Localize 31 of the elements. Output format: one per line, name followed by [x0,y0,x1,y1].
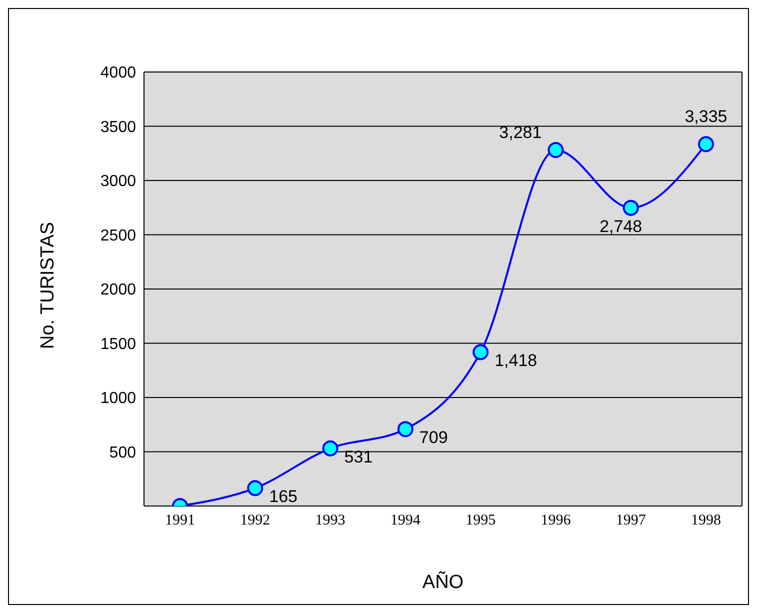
y-tick-label: 3000 [100,173,136,190]
y-tick-label: 2000 [100,282,136,299]
data-label: 165 [269,487,298,506]
y-tick-label: 500 [109,444,136,462]
x-tick-label: 1993 [315,512,346,529]
x-tick-label: 1996 [540,512,572,529]
x-tick-label: 1998 [691,512,721,529]
y-tick-label: 1000 [100,390,136,408]
x-tick-label: 1994 [390,512,421,529]
point [698,136,714,152]
y-axis-title: No. TURISTAS [38,222,59,349]
point [322,440,338,456]
y-tick-label: 2500 [100,227,136,244]
x-tick-label: 1997 [616,512,646,529]
x-axis-title: AÑO [422,571,464,593]
data-label: 2,748 [600,216,642,236]
x-tick-label: 1991 [165,512,195,529]
data-label: 3,335 [684,107,728,126]
point [622,200,639,216]
y-tick-label: 3500 [100,118,136,136]
point [247,480,264,496]
point [472,344,489,360]
point [548,142,564,158]
data-label: 3,281 [499,123,542,142]
x-tick-label: 1995 [466,512,496,529]
y-tick-label: 4000 [100,64,136,82]
x-tick-label: 1992 [240,512,270,529]
y-tick-label: 1500 [100,336,136,353]
data-label: 709 [419,428,448,448]
point [397,421,414,438]
data-label: 1,418 [494,351,538,370]
